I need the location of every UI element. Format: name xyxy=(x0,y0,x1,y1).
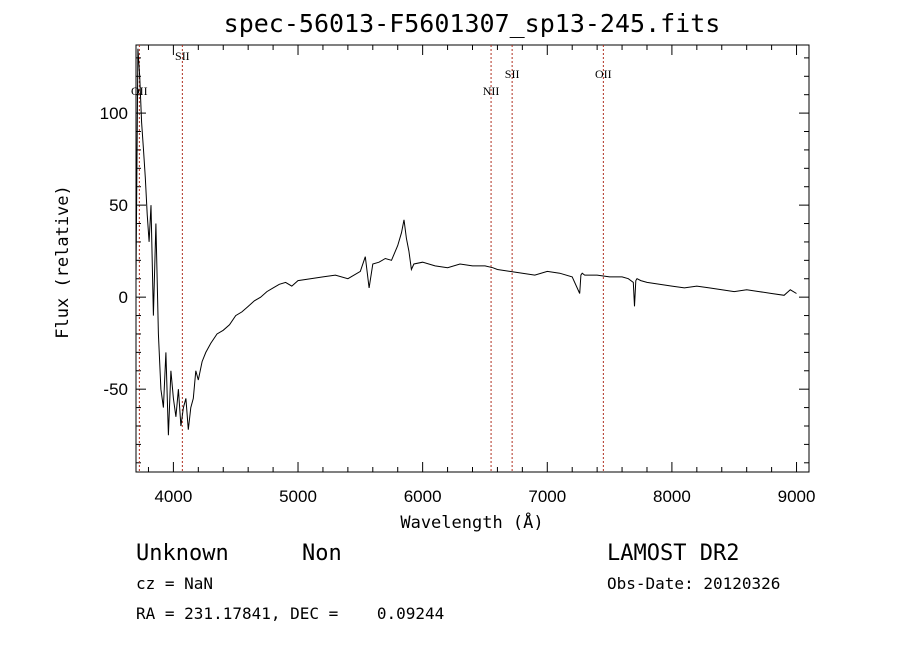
emission-line-label: OII xyxy=(131,84,148,98)
x-tick-label: 4000 xyxy=(154,487,192,506)
y-axis-label: Flux (relative) xyxy=(53,185,73,339)
x-tick-label: 8000 xyxy=(653,487,691,506)
object-subclass: Non xyxy=(302,541,342,566)
y-axis-ticks: -50 0 50 100 xyxy=(100,104,809,399)
emission-line-label: SII xyxy=(505,67,520,81)
y-tick-label: 50 xyxy=(109,196,128,215)
object-class: Unknown xyxy=(136,541,229,566)
y-tick-label: 100 xyxy=(100,104,128,123)
x-axis-label: Wavelength (Å) xyxy=(400,511,543,533)
x-tick-label: 6000 xyxy=(404,487,442,506)
coordinates-label: RA = 231.17841, DEC = 0.09244 xyxy=(136,604,444,623)
x-tick-label: 7000 xyxy=(528,487,566,506)
obs-date-label: Obs-Date: 20120326 xyxy=(607,574,780,593)
chart-title: spec-56013-F5601307_sp13-245.fits xyxy=(224,9,721,38)
y-tick-label: 0 xyxy=(119,288,128,307)
x-tick-label: 9000 xyxy=(778,487,816,506)
minor-ticks xyxy=(136,45,809,472)
survey-name: LAMOST DR2 xyxy=(607,541,739,566)
redshift-label: cz = NaN xyxy=(136,574,213,593)
x-axis-ticks: 4000 5000 6000 7000 8000 9000 xyxy=(154,45,815,506)
emission-markers: OII SII NII SII OII xyxy=(131,45,612,472)
x-tick-label: 5000 xyxy=(279,487,317,506)
emission-line-label: SII xyxy=(175,49,190,63)
emission-line-label: OII xyxy=(595,67,612,81)
plot-frame xyxy=(135,44,810,473)
flux-series-line xyxy=(135,48,797,436)
y-tick-label: -50 xyxy=(103,380,128,399)
emission-line-label: NII xyxy=(483,84,500,98)
